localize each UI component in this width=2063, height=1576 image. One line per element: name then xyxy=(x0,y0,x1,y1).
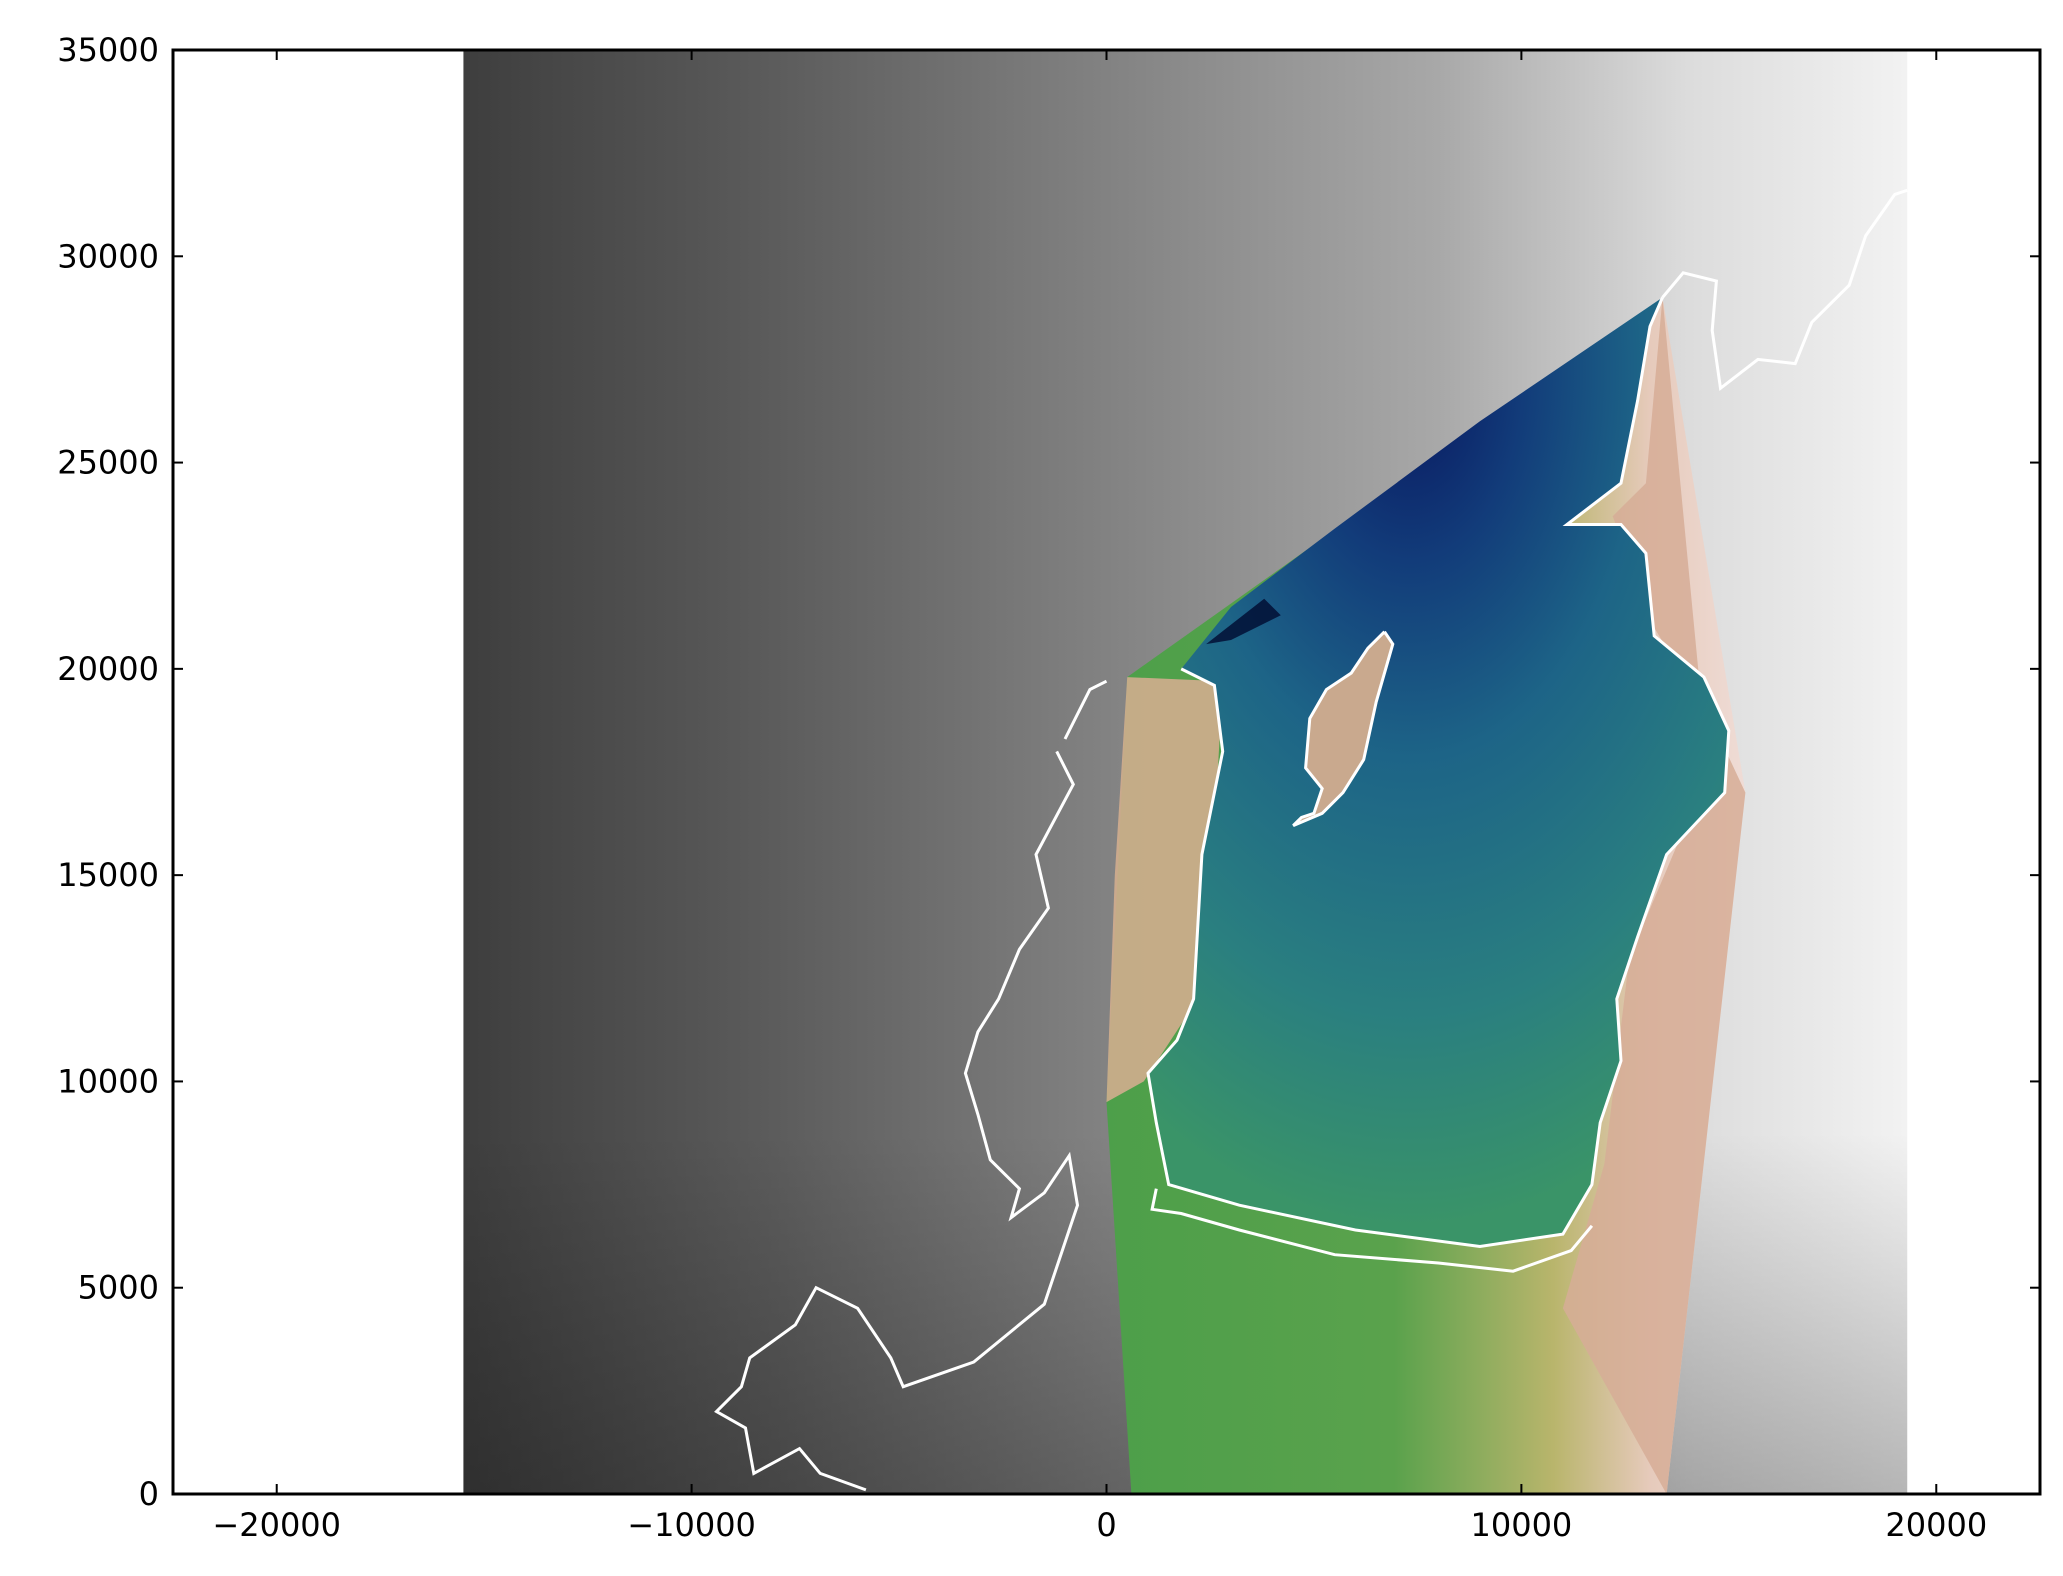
deep-water-patch xyxy=(1206,598,1281,645)
island-shoreline xyxy=(1292,630,1395,827)
y-tick-label: 20000 xyxy=(57,650,159,688)
y-tick-label: 30000 xyxy=(57,237,159,275)
lagoon-water-body xyxy=(1148,297,1729,1247)
x-tick-label: −10000 xyxy=(627,1506,756,1544)
y-tick-label: 10000 xyxy=(57,1062,159,1100)
island xyxy=(1293,631,1393,826)
colored-model-domain xyxy=(1106,297,1746,1494)
x-tick-label: 20000 xyxy=(1885,1506,1987,1544)
western-bay-shoreline xyxy=(1063,679,1108,740)
y-axis: 0 5000 10000 15000 20000 25000 30000 35000 xyxy=(57,31,2040,1513)
x-tick-label: 0 xyxy=(1096,1506,1116,1544)
y-tick-label: 15000 xyxy=(57,856,159,894)
x-axis: −20000 −10000 0 10000 20000 xyxy=(212,50,1987,1544)
y-tick-label: 5000 xyxy=(78,1269,159,1307)
y-tick-label: 0 xyxy=(139,1475,159,1513)
western-coastline xyxy=(714,750,1080,1492)
y-tick-label: 25000 xyxy=(57,444,159,482)
y-tick-label: 35000 xyxy=(57,31,159,69)
domain-east-land-strip xyxy=(1562,297,1746,1494)
x-tick-label: −20000 xyxy=(212,1506,341,1544)
x-tick-label: 10000 xyxy=(1470,1506,1572,1544)
lagoon-shoreline xyxy=(1146,296,1731,1249)
barrier-spit-shoreline xyxy=(1150,1188,1594,1273)
northeast-coastline xyxy=(1661,188,1908,392)
